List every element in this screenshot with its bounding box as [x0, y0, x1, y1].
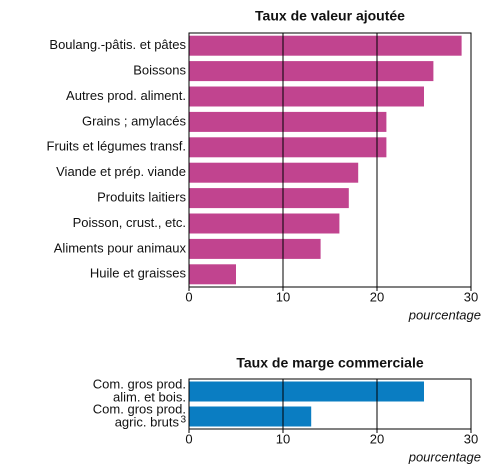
- bar: [189, 111, 387, 132]
- bar: [189, 137, 387, 158]
- x-axis-label: pourcentage: [408, 449, 481, 464]
- x-tick-label: 10: [276, 289, 290, 304]
- x-axis-label: pourcentage: [408, 307, 481, 322]
- x-tick-label: 30: [464, 289, 478, 304]
- y-tick-label: Aliments pour animaux: [54, 240, 187, 255]
- bar: [189, 188, 349, 209]
- y-tick-label: Boulang.-pâtis. et pâtes: [49, 37, 186, 52]
- superscript: 3: [180, 415, 186, 426]
- x-tick-label: 0: [185, 289, 192, 304]
- plot-frame: [188, 32, 472, 288]
- chart-title: Taux de marge commerciale: [236, 355, 423, 371]
- y-tick-label: Poisson, crust., etc.: [73, 215, 186, 230]
- y-tick-label: Grains ; amylacés: [82, 113, 187, 128]
- y-tick-label: Huile et graisses: [90, 266, 187, 281]
- bar: [189, 264, 236, 285]
- y-tick-label: Viande et prép. viande: [56, 164, 186, 179]
- y-tick-label: Produits laitiers: [97, 190, 186, 205]
- plot-frame: [188, 378, 472, 430]
- bar: [189, 162, 359, 183]
- y-tick-label: alim. et bois.: [113, 389, 186, 404]
- bar: [189, 61, 434, 82]
- bar: [189, 406, 312, 427]
- chart-title: Taux de valeur ajoutée: [255, 8, 405, 24]
- y-tick-label: agric. bruts: [115, 414, 180, 429]
- y-tick-label: Autres prod. aliment.: [66, 88, 186, 103]
- bar: [189, 381, 424, 402]
- x-tick-label: 20: [370, 431, 384, 446]
- x-tick-label: 30: [464, 431, 478, 446]
- x-tick-label: 20: [370, 289, 384, 304]
- bar: [189, 35, 462, 56]
- x-tick-label: 10: [276, 431, 290, 446]
- y-tick-label: Com. gros prod.: [93, 376, 186, 391]
- y-tick-label: Com. gros prod.: [93, 401, 186, 416]
- y-tick-label: Boissons: [133, 63, 186, 78]
- bar: [189, 86, 424, 107]
- y-tick-label: Fruits et légumes transf.: [47, 139, 186, 154]
- bar: [189, 213, 340, 234]
- x-tick-label: 0: [185, 431, 192, 446]
- bar: [189, 238, 321, 259]
